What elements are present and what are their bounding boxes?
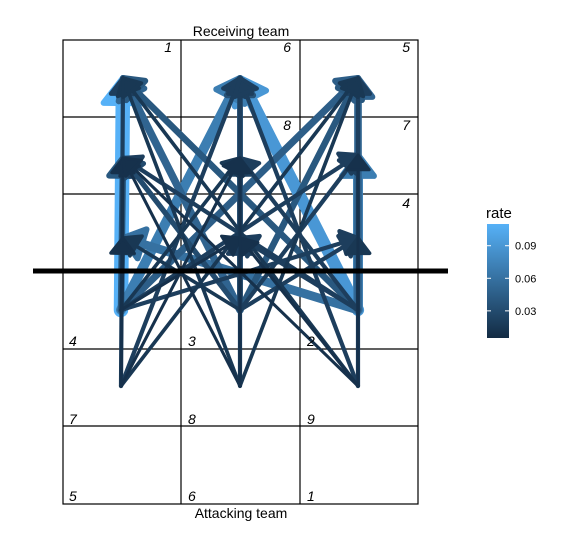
edge-line bbox=[126, 90, 242, 388]
legend-title: rate bbox=[486, 205, 512, 222]
edge-line bbox=[119, 251, 125, 388]
edge-line bbox=[243, 90, 361, 389]
receiving-zone-label: 1 bbox=[164, 39, 172, 55]
edge-arrowhead bbox=[121, 156, 143, 178]
top-label: Receiving team bbox=[193, 23, 290, 39]
edge-arrowhead bbox=[220, 234, 242, 257]
edge-line bbox=[116, 91, 236, 315]
edge-line bbox=[132, 166, 360, 388]
attacking-zone-label: 9 bbox=[307, 411, 315, 427]
edge bbox=[227, 156, 253, 388]
edge bbox=[238, 76, 366, 388]
attacking-zone-label: 7 bbox=[69, 411, 78, 427]
edge bbox=[110, 236, 136, 388]
edge-layer bbox=[100, 75, 377, 389]
edge-arrowhead bbox=[121, 76, 144, 99]
edge-line bbox=[119, 169, 235, 388]
edge-arrowhead bbox=[345, 153, 371, 172]
edge bbox=[232, 75, 361, 389]
edge-line bbox=[237, 165, 351, 313]
edge bbox=[119, 234, 242, 312]
edge-arrowhead bbox=[339, 76, 366, 99]
edge-line bbox=[237, 244, 347, 313]
edge-line bbox=[119, 244, 229, 312]
edge-line bbox=[251, 244, 361, 313]
receiving-zone-label: 7 bbox=[402, 117, 411, 133]
attacking-zone-label: 1 bbox=[307, 488, 315, 504]
legend-colorbar bbox=[487, 224, 509, 338]
attacking-zone-label: 6 bbox=[188, 488, 196, 504]
attacking-zone-label: 2 bbox=[306, 333, 315, 349]
attacking-zone-label: 4 bbox=[69, 333, 77, 349]
receiving-zone-label: 4 bbox=[402, 195, 410, 211]
legend-tick-label: 0.03 bbox=[515, 306, 536, 318]
edge bbox=[121, 156, 360, 388]
legend: rate 0.09 0.06 0.03 bbox=[486, 205, 536, 338]
legend-tick-label: 0.06 bbox=[515, 273, 536, 285]
attacking-zone-label: 8 bbox=[188, 411, 196, 427]
edge-line bbox=[236, 90, 354, 314]
edge bbox=[345, 153, 371, 388]
attacking-zone-label: 3 bbox=[188, 333, 196, 349]
legend-ticks: 0.09 0.06 0.03 bbox=[487, 241, 536, 318]
receiving-zone-label: 5 bbox=[402, 39, 410, 55]
edge-line bbox=[244, 92, 365, 317]
edge-arrowhead bbox=[232, 75, 259, 100]
edge-arrowhead bbox=[227, 156, 253, 175]
edge-line bbox=[134, 244, 242, 312]
edge-arrowhead bbox=[238, 236, 260, 259]
edge-line bbox=[128, 169, 242, 388]
edge bbox=[238, 236, 360, 388]
edge-arrowhead bbox=[110, 236, 136, 255]
bottom-label: Attacking team bbox=[195, 505, 288, 521]
receiving-zone-label: 8 bbox=[283, 117, 291, 133]
receiving-zone-label: 6 bbox=[283, 39, 291, 55]
edge-line bbox=[127, 91, 244, 314]
edge-line bbox=[238, 90, 355, 388]
attacking-zone-label: 5 bbox=[69, 488, 77, 504]
legend-tick-label: 0.09 bbox=[515, 241, 536, 253]
